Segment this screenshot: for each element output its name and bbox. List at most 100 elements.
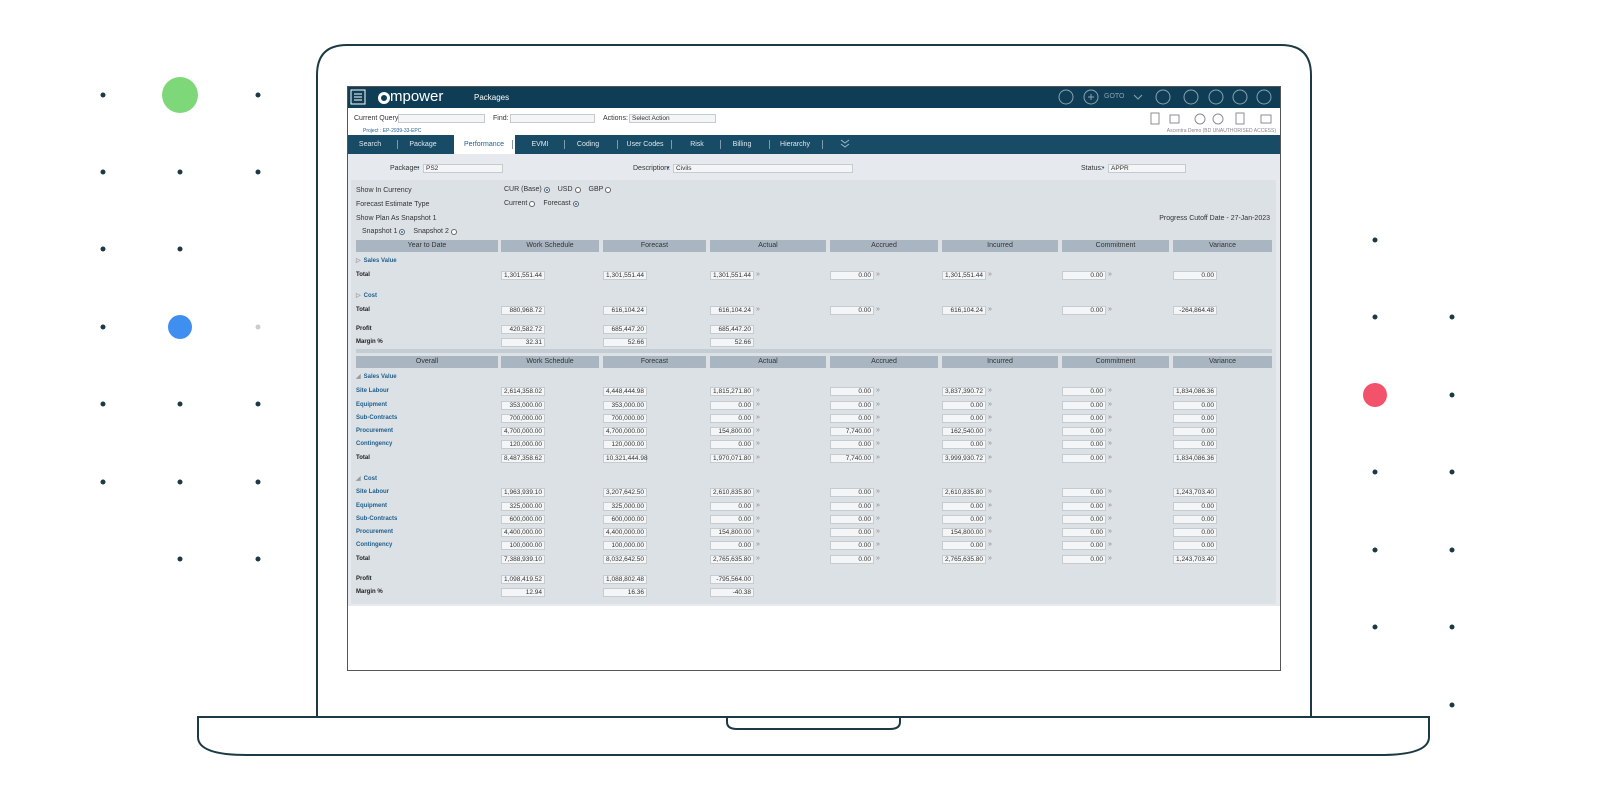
drilldown-arrow[interactable]: » — [756, 502, 760, 509]
radio-option[interactable]: Snapshot 2 — [413, 228, 457, 235]
drilldown-arrow[interactable]: » — [988, 427, 992, 434]
drilldown-arrow[interactable]: » — [1108, 440, 1112, 447]
drilldown-arrow[interactable]: » — [988, 515, 992, 522]
radio-button[interactable] — [543, 186, 550, 193]
drilldown-arrow[interactable]: » — [756, 555, 760, 562]
current-query-input[interactable] — [398, 114, 485, 123]
radio-button[interactable] — [450, 228, 457, 235]
drilldown-arrow[interactable]: » — [1108, 271, 1112, 278]
drilldown-arrow[interactable]: » — [1108, 401, 1112, 408]
back-icon[interactable] — [1183, 89, 1199, 105]
drilldown-arrow[interactable]: » — [756, 271, 760, 278]
drilldown-arrow[interactable]: » — [876, 488, 880, 495]
drilldown-arrow[interactable]: » — [876, 515, 880, 522]
section-header[interactable]: ▷ Cost — [356, 292, 377, 300]
drilldown-arrow[interactable]: » — [876, 541, 880, 548]
radio-button[interactable] — [605, 186, 612, 193]
drilldown-arrow[interactable]: » — [1108, 502, 1112, 509]
drilldown-arrow[interactable]: » — [988, 454, 992, 461]
drilldown-arrow[interactable]: » — [876, 306, 880, 313]
radio-option[interactable]: USD — [558, 186, 581, 193]
drilldown-arrow[interactable]: » — [988, 555, 992, 562]
actions-select[interactable]: Select Action — [629, 114, 716, 123]
drilldown-arrow[interactable]: » — [988, 502, 992, 509]
home-icon[interactable] — [1058, 89, 1074, 105]
drilldown-arrow[interactable]: » — [1108, 414, 1112, 421]
tab[interactable]: User Codes — [626, 141, 664, 148]
drilldown-arrow[interactable]: » — [876, 454, 880, 461]
drilldown-arrow[interactable]: » — [876, 555, 880, 562]
drilldown-arrow[interactable]: » — [876, 401, 880, 408]
expand-icon[interactable]: ▷ — [356, 258, 361, 264]
drilldown-arrow[interactable]: » — [1108, 528, 1112, 535]
drilldown-arrow[interactable]: » — [1108, 306, 1112, 313]
drilldown-arrow[interactable]: » — [876, 440, 880, 447]
tab[interactable]: Hierarchy — [780, 141, 810, 148]
tab[interactable]: Package — [409, 141, 437, 148]
drilldown-arrow[interactable]: » — [988, 440, 992, 447]
drilldown-arrow[interactable]: » — [756, 454, 760, 461]
drilldown-arrow[interactable]: » — [988, 541, 992, 548]
drilldown-arrow[interactable]: » — [756, 401, 760, 408]
drilldown-arrow[interactable]: » — [876, 271, 880, 278]
find-input[interactable] — [510, 114, 595, 123]
drilldown-arrow[interactable]: » — [988, 401, 992, 408]
tab[interactable]: Performance — [453, 135, 515, 154]
section-header[interactable]: ◢ Cost — [356, 475, 377, 483]
tab[interactable]: Risk — [690, 141, 704, 148]
drilldown-arrow[interactable]: » — [988, 414, 992, 421]
drilldown-arrow[interactable]: » — [876, 387, 880, 394]
drilldown-arrow[interactable]: » — [876, 502, 880, 509]
menu-icon[interactable] — [350, 89, 366, 105]
refresh-icon[interactable] — [1155, 89, 1171, 105]
radio-option[interactable]: GBP — [589, 186, 612, 193]
radio-button[interactable] — [574, 186, 581, 193]
forward-icon[interactable] — [1208, 89, 1224, 105]
drilldown-arrow[interactable]: » — [756, 306, 760, 313]
drilldown-arrow[interactable]: » — [1108, 454, 1112, 461]
tab[interactable]: Search — [358, 141, 382, 148]
drilldown-arrow[interactable]: » — [1108, 488, 1112, 495]
radio-option[interactable]: Current — [504, 200, 536, 207]
goto-label[interactable]: GOTO — [1104, 93, 1125, 100]
drilldown-arrow[interactable]: » — [756, 488, 760, 495]
drilldown-arrow[interactable]: » — [1108, 555, 1112, 562]
goto-chevron[interactable] — [1133, 94, 1143, 100]
drilldown-arrow[interactable]: » — [1108, 515, 1112, 522]
drilldown-arrow[interactable]: » — [756, 515, 760, 522]
radio-button[interactable] — [572, 200, 579, 207]
tab[interactable]: Billing — [732, 141, 752, 148]
drilldown-arrow[interactable]: » — [756, 528, 760, 535]
add-icon[interactable] — [1083, 89, 1099, 105]
expand-icon[interactable]: ◢ — [356, 476, 361, 482]
radio-button[interactable] — [399, 228, 406, 235]
drilldown-arrow[interactable]: » — [1108, 387, 1112, 394]
radio-option[interactable]: CUR (Base) — [504, 186, 550, 193]
power-icon[interactable] — [1232, 89, 1248, 105]
drilldown-arrow[interactable]: » — [1108, 427, 1112, 434]
drilldown-arrow[interactable]: » — [756, 541, 760, 548]
section-header[interactable]: ◢ Sales Value — [356, 373, 397, 381]
drilldown-arrow[interactable]: » — [876, 427, 880, 434]
radio-button[interactable] — [529, 200, 536, 207]
drilldown-arrow[interactable]: » — [988, 306, 992, 313]
help-icon[interactable] — [1256, 89, 1272, 105]
drilldown-arrow[interactable]: » — [988, 528, 992, 535]
drilldown-arrow[interactable]: » — [756, 440, 760, 447]
radio-option[interactable]: Snapshot 1 — [362, 228, 406, 235]
section-header[interactable]: ▷ Sales Value — [356, 257, 397, 265]
expand-icon[interactable]: ▷ — [356, 293, 361, 299]
more-tabs[interactable] — [835, 135, 855, 154]
drilldown-arrow[interactable]: » — [756, 387, 760, 394]
drilldown-arrow[interactable]: » — [988, 271, 992, 278]
tab[interactable]: Coding — [576, 141, 600, 148]
expand-icon[interactable]: ◢ — [356, 374, 361, 380]
drilldown-arrow[interactable]: » — [1108, 541, 1112, 548]
drilldown-arrow[interactable]: » — [988, 488, 992, 495]
drilldown-arrow[interactable]: » — [876, 414, 880, 421]
drilldown-arrow[interactable]: » — [988, 387, 992, 394]
drilldown-arrow[interactable]: » — [876, 528, 880, 535]
radio-option[interactable]: Forecast — [543, 200, 579, 207]
drilldown-arrow[interactable]: » — [756, 414, 760, 421]
drilldown-arrow[interactable]: » — [756, 427, 760, 434]
